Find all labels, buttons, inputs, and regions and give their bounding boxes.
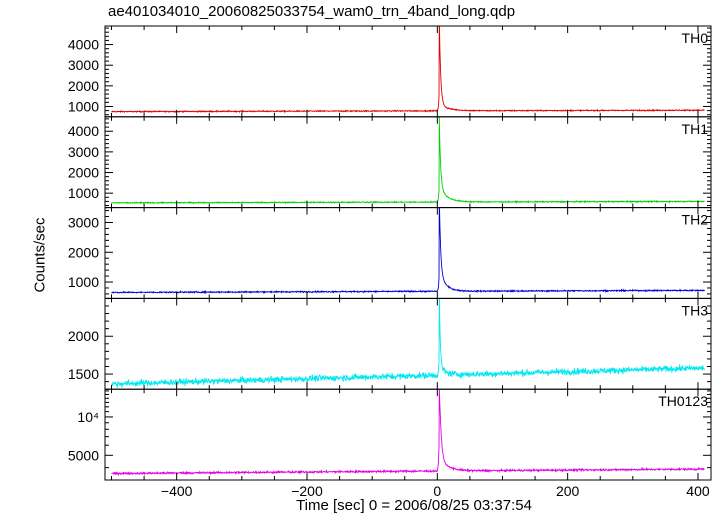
- y-tick-label: 1000: [68, 185, 99, 201]
- series-line-th0123: [111, 389, 705, 477]
- y-tick-label: 2000: [68, 78, 99, 94]
- series-line-th1: [111, 116, 705, 205]
- y-tick-label: 3000: [68, 214, 99, 230]
- x-tick-label: −400: [161, 483, 193, 499]
- series-line-th3: [111, 298, 705, 389]
- y-tick-label: 4000: [68, 123, 99, 139]
- x-tick-label: 400: [686, 483, 710, 499]
- panel-frame-th2: [104, 207, 712, 299]
- panel-label-th0: TH0: [682, 30, 709, 46]
- y-tick-label: 3000: [68, 144, 99, 160]
- x-axis-label: Time [sec] 0 = 2006/08/25 03:37:54: [296, 497, 532, 514]
- y-tick-label: 4000: [68, 37, 99, 53]
- y-tick-label: 1000: [68, 274, 99, 290]
- panel-frame-th1: [104, 116, 712, 209]
- panel-label-th0123: TH0123: [658, 393, 708, 409]
- y-tick-label: 2000: [68, 165, 99, 181]
- x-tick-label: 0: [433, 483, 441, 499]
- panel-frame-th0: [104, 25, 712, 118]
- y-tick-label: 1000: [68, 98, 99, 114]
- series-line-th0: [111, 26, 705, 114]
- panel-label-th1: TH1: [682, 121, 709, 137]
- panel-label-th3: TH3: [682, 302, 709, 318]
- x-tick-label: 200: [556, 483, 580, 499]
- y-tick-label: 2000: [68, 328, 99, 344]
- x-tick-label: −200: [291, 483, 323, 499]
- chart-title: ae401034010_20060825033754_wam0_trn_4ban…: [108, 3, 516, 20]
- y-tick-label: 10⁴: [77, 409, 99, 425]
- y-tick-label: 1500: [68, 366, 99, 382]
- panel-label-th2: TH2: [682, 212, 709, 228]
- panel-frame-th0123: [104, 388, 712, 481]
- series-line-th2: [111, 207, 705, 295]
- y-tick-label: 5000: [68, 447, 99, 463]
- y-tick-label: 3000: [68, 57, 99, 73]
- y-tick-label: 2000: [68, 244, 99, 260]
